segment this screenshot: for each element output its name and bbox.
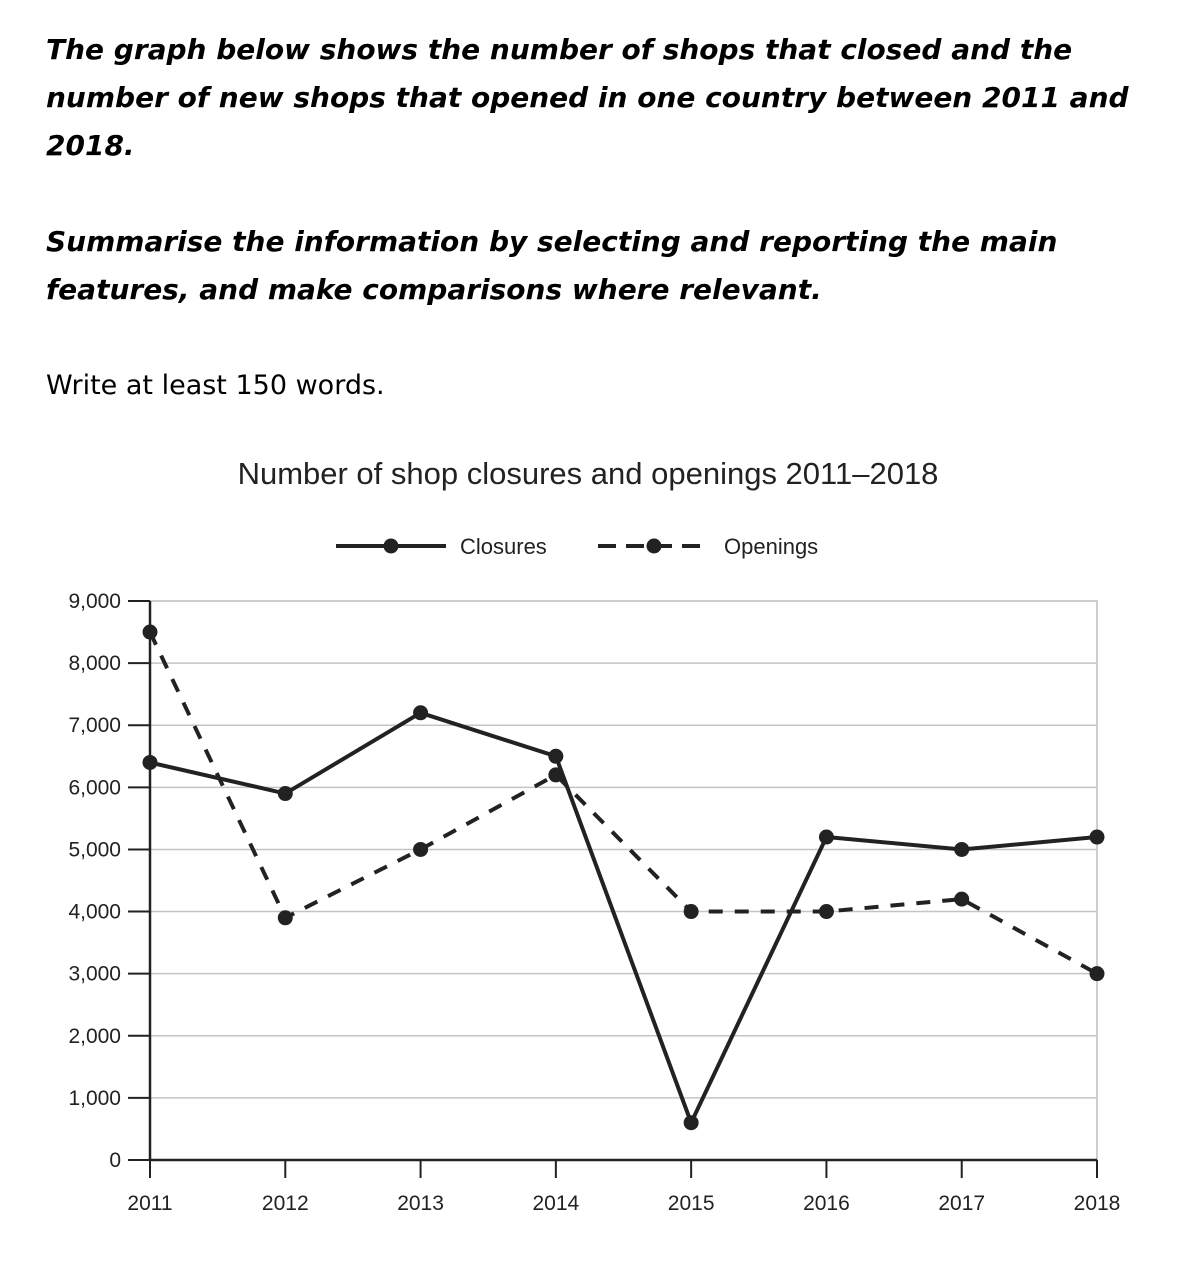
data-point-closures (548, 748, 564, 764)
line-chart: Number of shop closures and openings 201… (68, 456, 1120, 1215)
data-point-openings (1089, 966, 1105, 982)
data-point-openings (277, 910, 293, 926)
prompt-intro: The graph below shows the number of shop… (46, 33, 1129, 162)
data-point-closures (683, 1115, 699, 1131)
data-point-closures (277, 786, 293, 802)
y-tick-label: 0 (109, 1149, 121, 1172)
y-tick-label: 4,000 (68, 901, 121, 924)
data-point-openings (142, 624, 158, 640)
x-tick-label: 2014 (532, 1192, 579, 1215)
data-point-openings (548, 767, 564, 783)
x-tick-label: 2017 (938, 1192, 985, 1215)
y-tick-label: 2,000 (68, 1025, 121, 1048)
chart-grid (149, 600, 1098, 1161)
series-line-closures (149, 710, 1098, 1128)
y-tick-label: 1,000 (68, 1087, 121, 1110)
data-point-closures (413, 705, 429, 721)
legend-label-closures: Closures (460, 534, 547, 559)
prompt-instruction: Write at least 150 words. (46, 370, 385, 401)
prompt-task: Summarise the information by selecting a… (46, 225, 1058, 306)
chart-series (142, 624, 1105, 1131)
data-point-openings (954, 891, 970, 907)
data-point-openings (818, 904, 834, 920)
legend-marker-openings (646, 538, 662, 554)
data-point-closures (818, 829, 834, 845)
x-tick-label: 2011 (127, 1192, 172, 1215)
y-tick-label: 8,000 (68, 652, 121, 675)
x-tick-label: 2015 (668, 1192, 715, 1215)
data-point-openings (413, 841, 429, 857)
x-tick-label: 2016 (803, 1192, 850, 1215)
data-point-openings (683, 904, 699, 920)
legend-label-openings: Openings (724, 534, 818, 559)
data-point-closures (954, 841, 970, 857)
data-point-closures (142, 754, 158, 770)
legend-marker-closures (383, 538, 399, 554)
x-tick-label: 2012 (262, 1192, 309, 1215)
data-point-closures (1089, 829, 1105, 845)
plot-frame (149, 600, 1098, 1161)
x-tick-label: 2013 (397, 1192, 444, 1215)
y-tick-label: 5,000 (68, 838, 121, 861)
x-tick-label: 2018 (1074, 1192, 1121, 1215)
y-tick-label: 7,000 (68, 714, 121, 737)
chart-legend: Closures Openings (336, 534, 818, 559)
task-prompt: The graph below shows the number of shop… (46, 26, 1136, 410)
chart-title: Number of shop closures and openings 201… (238, 456, 939, 491)
chart-axes: 0 1,000 2,000 3,000 4,000 5,000 6,000 7,000 8,00… (68, 590, 1120, 1215)
y-tick-label: 3,000 (68, 963, 121, 986)
y-tick-label: 9,000 (68, 590, 121, 613)
y-tick-label: 6,000 (68, 776, 121, 799)
series-line-openings (148, 631, 1098, 976)
